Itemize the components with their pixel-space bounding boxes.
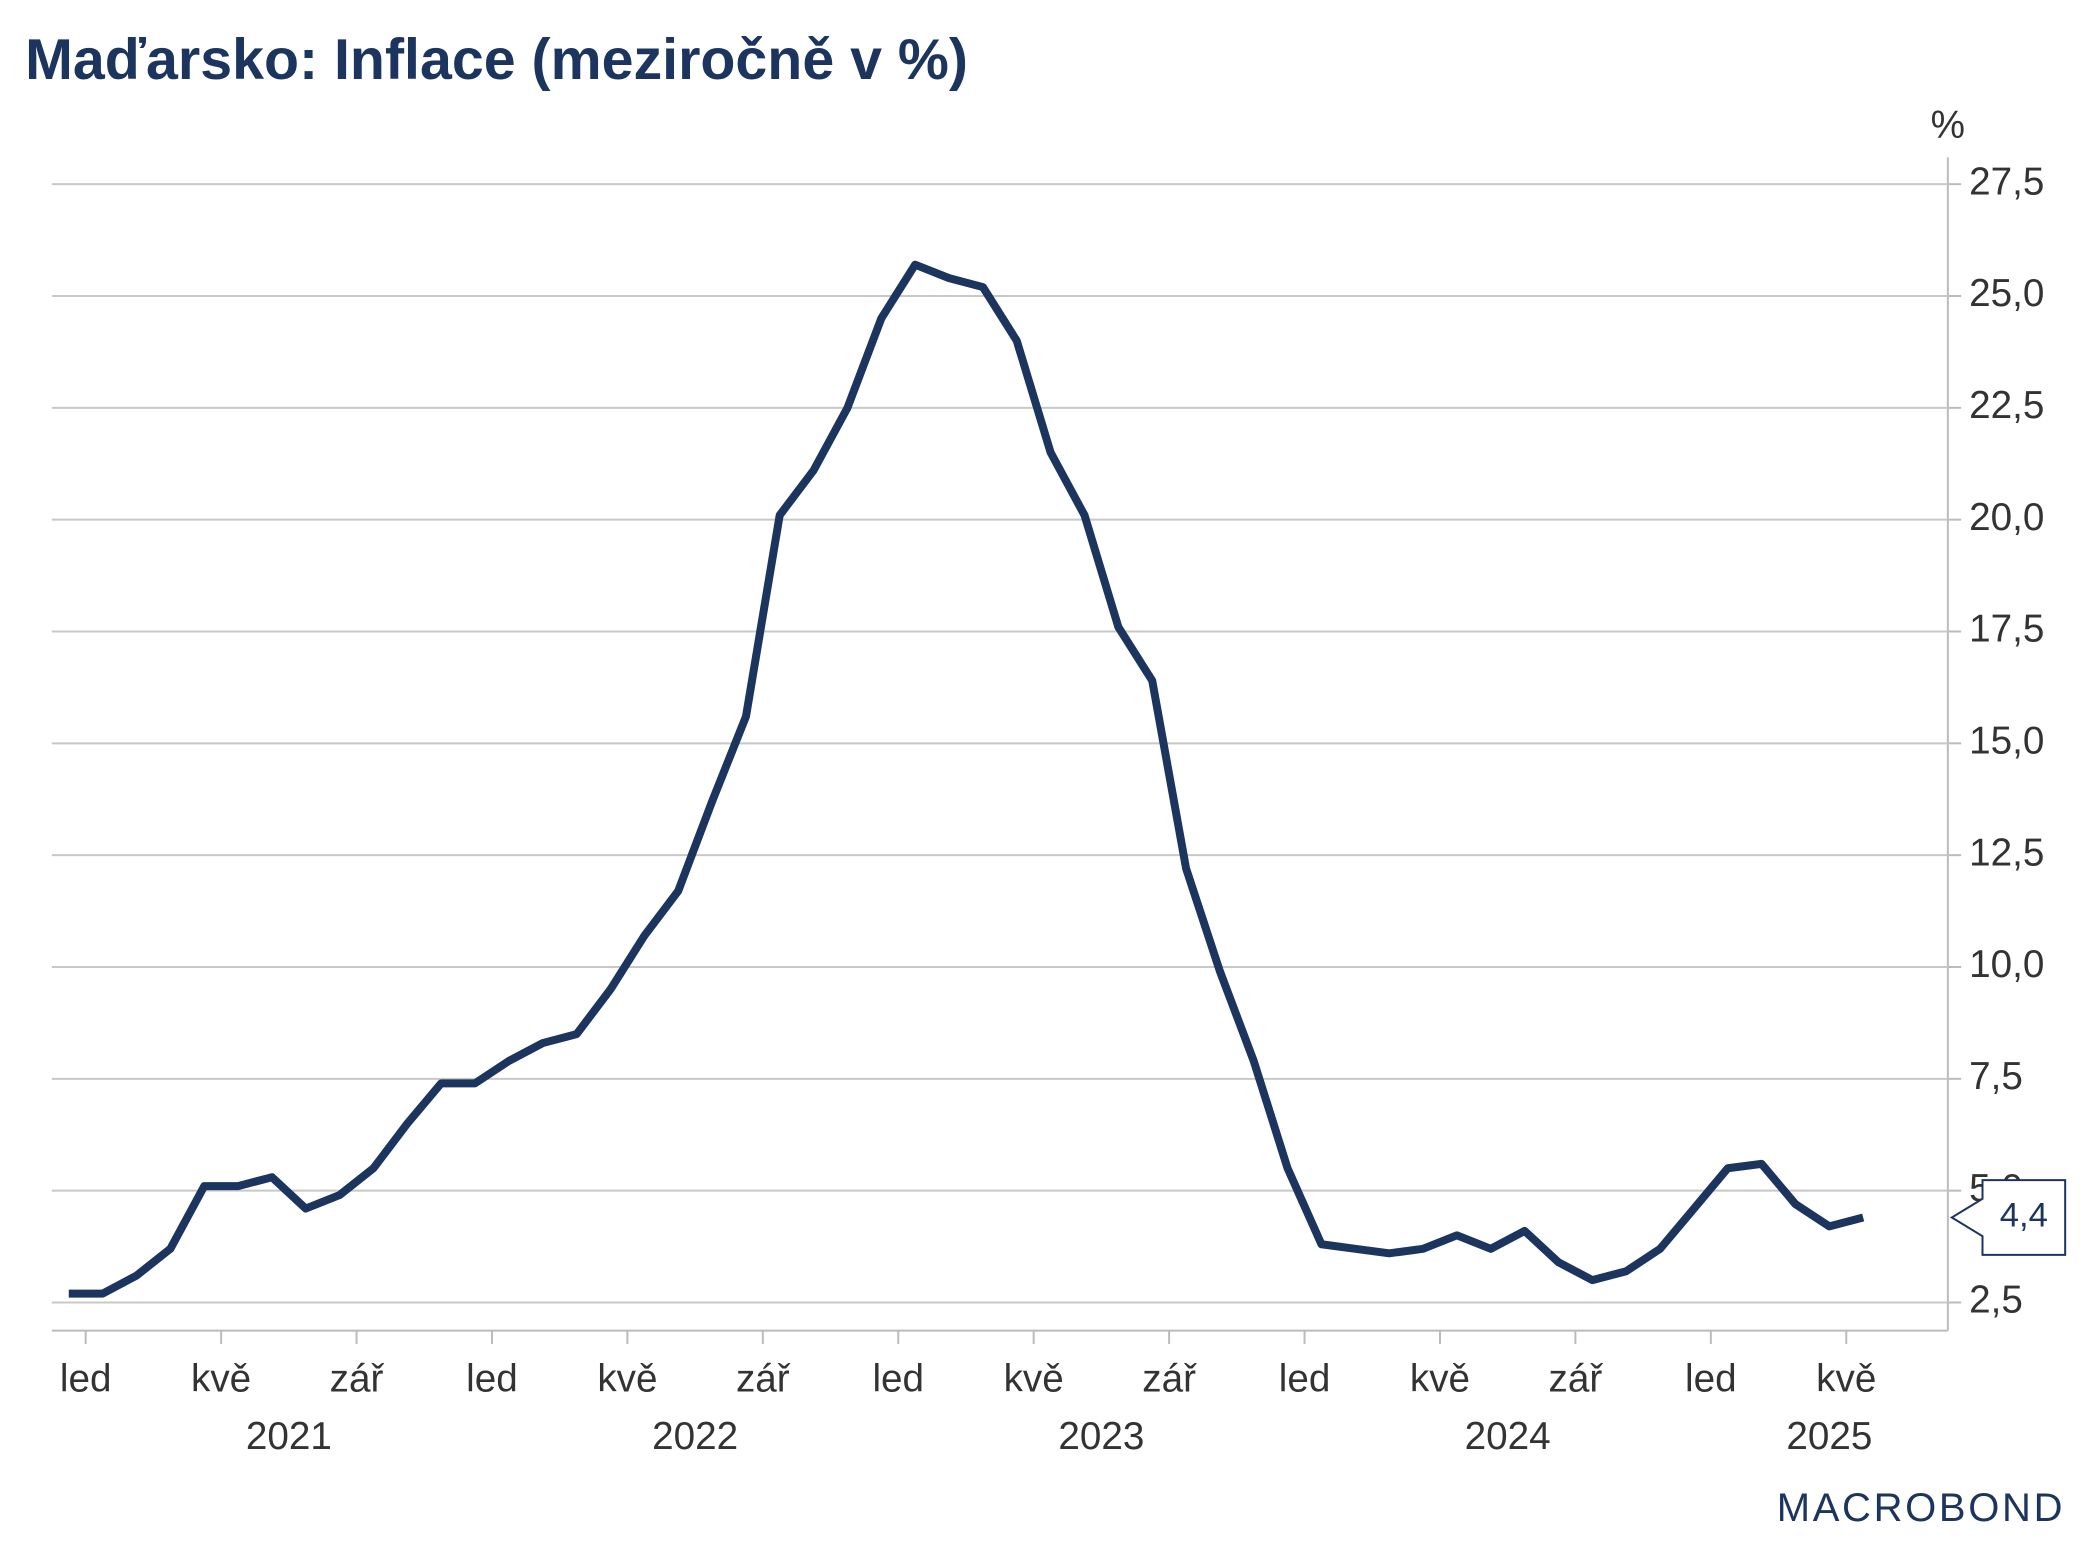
x-tick-label: led [1279,1358,1331,1401]
x-tick-label: kvě [597,1358,657,1401]
x-tick-label: led [60,1358,112,1401]
chart-title: Maďarsko: Inflace (meziročně v %) [25,28,968,92]
y-tick-label: 22,5 [1969,384,2044,427]
y-tick-label: 2,5 [1969,1279,2023,1322]
year-label: 2021 [246,1415,332,1458]
x-tick-label: kvě [1410,1358,1470,1401]
x-tick-label: zář [1549,1358,1604,1401]
y-tick-label: 10,0 [1969,943,2044,986]
y-tick-label: 25,0 [1969,272,2044,315]
x-tick-label: kvě [1004,1358,1064,1401]
x-tick-label: led [466,1358,518,1401]
data-line [68,260,1865,1298]
x-tick-label: zář [1142,1358,1197,1401]
year-label: 2023 [1058,1415,1144,1458]
year-label: 2024 [1465,1415,1551,1458]
value-label: 4,4 [2000,1197,2048,1235]
y-unit: % [1931,104,1965,147]
y-tick-label: 7,5 [1969,1055,2023,1098]
y-tick-label: 17,5 [1969,608,2044,651]
y-tick-label: 12,5 [1969,831,2044,874]
x-tick-label: led [872,1358,924,1401]
y-tick-label: 15,0 [1969,720,2044,763]
y-tick-label: 27,5 [1969,160,2044,203]
year-label: 2025 [1786,1415,1872,1458]
source-logo: MACROBOND [1777,1486,2065,1530]
x-tick-label: zář [736,1358,791,1401]
x-tick-label: kvě [1816,1358,1876,1401]
x-tick-label: led [1685,1358,1737,1401]
x-tick-label: kvě [191,1358,251,1401]
y-tick-label: 20,0 [1969,496,2044,539]
year-label: 2022 [652,1415,738,1458]
x-tick-label: zář [330,1358,385,1401]
value-callout [1949,1179,2067,1256]
